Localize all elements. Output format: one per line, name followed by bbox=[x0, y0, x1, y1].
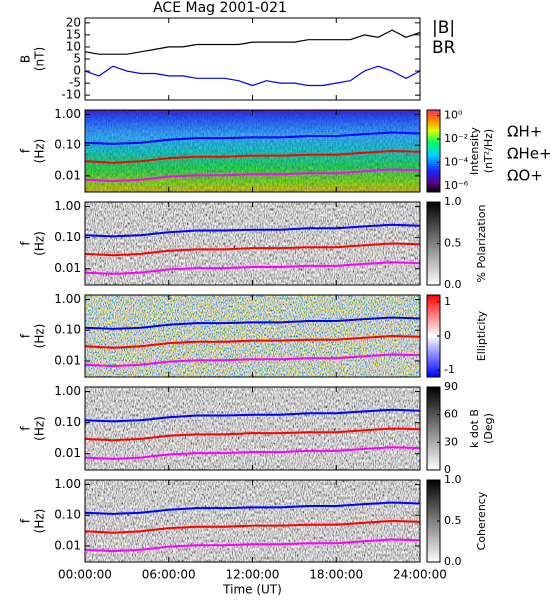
series-line bbox=[84, 446, 421, 460]
y-tick-label: 0.10 bbox=[54, 138, 81, 152]
y-tick-label: 0.10 bbox=[54, 508, 81, 522]
colorbar-tick-label: 10⁻⁶ bbox=[444, 179, 469, 192]
spectrogram-image bbox=[85, 480, 420, 562]
y-tick-label: 0.01 bbox=[54, 261, 81, 275]
y-tick-label: 5 bbox=[73, 52, 81, 66]
y-tick-label: 1.00 bbox=[54, 384, 81, 398]
series-line bbox=[84, 261, 421, 275]
legend-entry: |B| bbox=[432, 18, 455, 38]
y-tick-label: 1.00 bbox=[54, 199, 81, 213]
colorbar-tick-label: 30 bbox=[444, 435, 458, 448]
legend-entry: ΩO+ bbox=[507, 167, 543, 185]
y-axis-label: f bbox=[19, 518, 33, 523]
legend-entry: ΩHe+ bbox=[507, 145, 550, 163]
y-tick-label: 0.01 bbox=[54, 168, 81, 182]
colorbar-label: (Deg) bbox=[482, 413, 495, 444]
colorbar-tick-label: 0 bbox=[444, 463, 451, 476]
colorbar-tick-label: 10⁰ bbox=[444, 109, 463, 122]
colorbar-tick-label: 0.5 bbox=[444, 237, 462, 250]
colorbar-tick-label: 1 bbox=[444, 295, 451, 308]
colorbar-tick-label: 10⁻² bbox=[444, 132, 468, 145]
y-axis-label: f bbox=[19, 426, 33, 431]
y-tick-label: -5 bbox=[69, 76, 81, 90]
colorbar-tick-label: 1.0 bbox=[444, 473, 462, 486]
series-line bbox=[84, 408, 421, 423]
colorbar bbox=[426, 386, 441, 471]
y-tick-label: 0.10 bbox=[54, 230, 81, 244]
y-axis-label: (Hz) bbox=[33, 416, 47, 441]
series-line bbox=[84, 335, 421, 349]
y-tick-label: -10 bbox=[61, 88, 81, 102]
y-axis-label: f bbox=[19, 148, 33, 153]
y-axis-label: (Hz) bbox=[33, 509, 47, 534]
y-tick-label: 1.00 bbox=[54, 107, 81, 121]
series-line bbox=[84, 316, 421, 330]
chart-title: ACE Mag 2001-021 bbox=[153, 0, 287, 16]
colorbar-tick-label: 90 bbox=[444, 380, 458, 393]
spectrogram-texture bbox=[85, 110, 420, 192]
spectrogram-image bbox=[85, 387, 420, 470]
series-line bbox=[84, 168, 421, 183]
y-axis-label: f bbox=[19, 333, 33, 338]
colorbar-tick-label: -1 bbox=[444, 363, 455, 376]
y-axis-label: (nT) bbox=[33, 47, 47, 71]
series-line bbox=[84, 131, 421, 145]
x-tick-label: 06:00:00 bbox=[142, 568, 196, 582]
series-line bbox=[84, 65, 421, 87]
series-line bbox=[84, 29, 421, 55]
y-tick-label: 1.00 bbox=[54, 292, 81, 306]
colorbar-tick-label: 0.0 bbox=[444, 278, 462, 291]
colorbar-tick-label: 60 bbox=[444, 408, 458, 421]
colorbar-label: (nT²/Hz) bbox=[482, 129, 495, 173]
y-axis-label: (Hz) bbox=[33, 231, 47, 256]
y-tick-label: 0.10 bbox=[54, 415, 81, 429]
x-tick-label: 00:00:00 bbox=[58, 568, 112, 582]
series-line bbox=[84, 538, 421, 553]
colorbar-tick-label: 0 bbox=[444, 329, 451, 342]
series-line bbox=[84, 223, 421, 238]
x-tick-label: 18:00:00 bbox=[309, 568, 363, 582]
spectrogram-image bbox=[85, 202, 420, 285]
colorbar bbox=[426, 109, 441, 193]
y-axis-label: (Hz) bbox=[33, 139, 47, 164]
y-tick-label: 20 bbox=[66, 15, 81, 29]
colorbar-label: k dot B bbox=[468, 409, 481, 448]
colorbar-tick-label: 0.0 bbox=[444, 555, 462, 568]
colorbar-label: Ellipticity bbox=[475, 310, 488, 361]
series-line bbox=[84, 501, 421, 515]
y-tick-label: 15 bbox=[66, 27, 81, 41]
x-axis-label: Time (UT) bbox=[222, 583, 282, 597]
plot-frame bbox=[84, 17, 421, 101]
y-axis-label: f bbox=[19, 241, 33, 246]
x-tick-label: 24:00:00 bbox=[393, 568, 447, 582]
x-tick-label: 12:00:00 bbox=[226, 568, 280, 582]
y-tick-label: 0 bbox=[73, 64, 81, 78]
y-tick-label: 0.01 bbox=[54, 538, 81, 552]
y-axis-label: B bbox=[19, 55, 33, 63]
y-axis-label: (Hz) bbox=[33, 324, 47, 349]
series-line bbox=[84, 427, 421, 442]
series-line bbox=[84, 353, 421, 368]
y-tick-label: 1.00 bbox=[54, 477, 81, 491]
colorbar-tick-label: 1.0 bbox=[444, 195, 462, 208]
y-tick-label: 0.10 bbox=[54, 323, 81, 337]
legend-entry: ΩH+ bbox=[507, 123, 542, 141]
legend-entry: BR bbox=[432, 38, 456, 58]
series-line bbox=[84, 520, 421, 534]
y-tick-label: 0.01 bbox=[54, 353, 81, 367]
series-line bbox=[84, 150, 421, 164]
y-tick-label: 0.01 bbox=[54, 446, 81, 460]
colorbar-label: Intensity bbox=[468, 127, 481, 175]
colorbar-label: % Polarization bbox=[475, 205, 488, 283]
colorbar-label: Coherency bbox=[475, 491, 488, 550]
series-line bbox=[84, 242, 421, 257]
colorbar-tick-label: 10⁻⁴ bbox=[444, 155, 469, 168]
y-tick-label: 10 bbox=[66, 39, 81, 53]
colorbar-tick-label: 0.5 bbox=[444, 514, 462, 527]
spectrogram-image bbox=[85, 295, 420, 377]
